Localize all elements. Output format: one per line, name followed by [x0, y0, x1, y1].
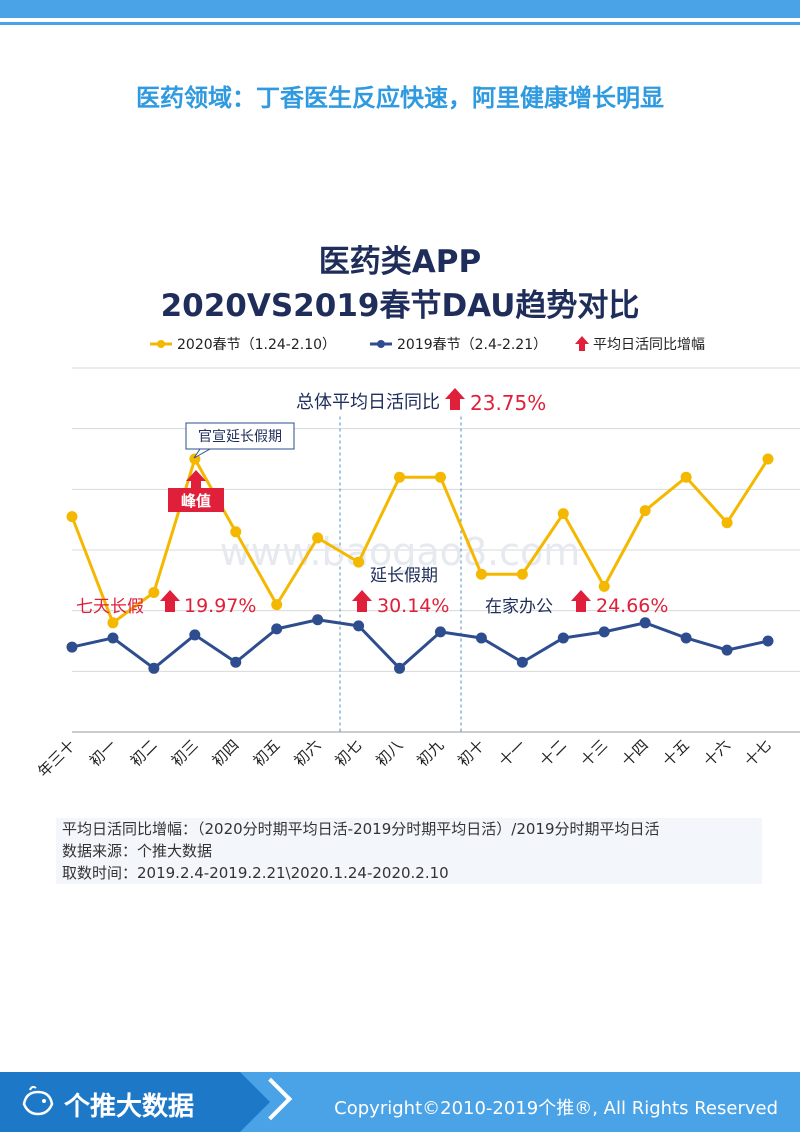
data-point-2020 — [353, 556, 365, 568]
data-point-2019 — [312, 614, 324, 626]
data-point-2020 — [762, 453, 774, 465]
data-point-2020 — [639, 505, 651, 517]
x-tick-label: 十四 — [618, 736, 652, 770]
data-point-2019 — [230, 656, 242, 668]
x-tick-label: 十二 — [536, 736, 570, 770]
whale-logo-icon — [22, 1085, 54, 1116]
x-tick-label: 初八 — [372, 736, 406, 770]
period2-arrow-up-icon — [352, 590, 372, 612]
data-point-2019 — [598, 626, 610, 638]
data-point-2019 — [557, 632, 569, 644]
period1-arrow-up-icon — [160, 590, 180, 612]
note-period: 取数时间：2019.2.4-2019.2.21\2020.1.24-2020.2… — [62, 864, 449, 882]
x-tick-label: 初四 — [209, 736, 243, 770]
chart-title-line1: 医药类APP — [319, 244, 481, 280]
data-point-2019 — [721, 644, 733, 656]
period3-value: 24.66% — [596, 595, 668, 617]
note-formula: 平均日活同比增幅：（2020分时期平均日活-2019分时期平均日活）/2019分… — [62, 820, 660, 838]
peak-badge — [168, 488, 224, 512]
data-point-2019 — [148, 662, 160, 674]
legend-label-2020: 2020春节（1.24-2.10） — [177, 337, 336, 353]
note-source: 数据来源：个推大数据 — [62, 842, 213, 860]
data-point-2020 — [721, 517, 733, 529]
x-tick-label: 年三十 — [34, 736, 79, 781]
callout-text: 官宣延长假期 — [198, 429, 282, 445]
data-point-2020 — [312, 532, 324, 544]
x-tick-label: 初三 — [168, 736, 202, 770]
period3-arrow-up-icon — [571, 590, 591, 612]
top-divider — [0, 22, 800, 25]
footer-chevron — [240, 1072, 270, 1132]
data-point-2020 — [516, 568, 528, 580]
series-line-2020 — [70, 457, 770, 625]
data-point-2020 — [557, 508, 569, 520]
top-bar — [0, 0, 800, 18]
legend-label-growth: 平均日活同比增幅 — [593, 337, 705, 353]
data-point-2019 — [762, 635, 774, 647]
period2-value: 30.14% — [377, 595, 449, 617]
data-point-2020 — [107, 617, 119, 629]
data-point-2019 — [394, 662, 406, 674]
dau-line-chart: 医药类APP 2020VS2019春节DAU趋势对比 2020春节（1.24-2.1… — [34, 244, 800, 781]
footer-copyright: Copyright©2010-2019个推®, All Rights Reser… — [334, 1098, 778, 1119]
period2-label: 延长假期 — [370, 566, 438, 586]
data-point-2019 — [434, 626, 446, 638]
overall-growth-value: 23.75% — [470, 391, 546, 415]
footer-brand: 个推大数据 — [64, 1092, 195, 1122]
x-tick-label: 初七 — [331, 736, 365, 770]
data-point-2020 — [66, 511, 78, 523]
x-tick-label: 十三 — [577, 736, 611, 770]
data-point-2019 — [107, 632, 119, 644]
overall-arrow-up-icon — [445, 388, 465, 410]
callout-pointer — [193, 448, 212, 459]
data-point-2020 — [434, 471, 446, 483]
data-point-2019 — [66, 641, 78, 653]
data-point-2020 — [148, 586, 160, 598]
x-tick-label: 初一 — [86, 736, 120, 770]
overall-growth-label: 总体平均日活同比 — [296, 392, 440, 413]
section-title: 医药领域：丁香医生反应快速，阿里健康增长明显 — [136, 84, 664, 112]
data-point-2020 — [598, 580, 610, 592]
x-tick-label: 十一 — [495, 736, 529, 770]
data-point-2019 — [353, 620, 365, 632]
peak-arrow-up-icon — [186, 470, 206, 492]
watermark-text: www.baogao8.com — [220, 530, 581, 574]
footer: 个推大数据 Copyright©2010-2019个推®, All Rights… — [0, 1072, 800, 1132]
data-point-2019 — [271, 623, 283, 635]
data-point-2020 — [680, 471, 692, 483]
x-tick-label: 初九 — [413, 736, 447, 770]
peak-label: 峰值 — [181, 492, 211, 510]
x-tick-label: 初六 — [291, 736, 325, 770]
period3-label: 在家办公 — [485, 597, 553, 617]
period1-value: 19.97% — [184, 595, 256, 617]
data-point-2019 — [680, 632, 692, 644]
legend-label-2019: 2019春节（2.4-2.21） — [397, 337, 547, 353]
x-tick-label: 十五 — [659, 736, 693, 770]
legend-arrow-up-icon — [575, 336, 589, 351]
data-point-2020 — [230, 526, 242, 538]
data-point-2019 — [639, 617, 651, 629]
x-tick-label: 十六 — [700, 736, 734, 770]
chart-title-line2: 2020VS2019春节DAU趋势对比 — [161, 288, 640, 324]
chart-notes: 平均日活同比增幅：（2020分时期平均日活-2019分时期平均日活）/2019分… — [56, 818, 762, 884]
legend-marker-2019 — [377, 340, 385, 348]
x-tick-label: 初五 — [250, 736, 284, 770]
x-tick-label: 初二 — [127, 736, 161, 770]
legend-marker-2020 — [157, 340, 165, 348]
data-point-2020 — [271, 599, 283, 611]
data-point-2020 — [475, 568, 487, 580]
data-point-2019 — [475, 632, 487, 644]
callout-box — [185, 422, 295, 450]
series-line-2019 — [71, 618, 769, 670]
x-tick-label: 初十 — [454, 736, 488, 770]
data-point-2019 — [516, 656, 528, 668]
footer-brand-block — [0, 1072, 240, 1132]
period1-label: 七天长假 — [76, 597, 144, 617]
x-tick-label: 十七 — [741, 736, 775, 770]
data-point-2019 — [189, 629, 201, 641]
data-point-2020 — [394, 471, 406, 483]
